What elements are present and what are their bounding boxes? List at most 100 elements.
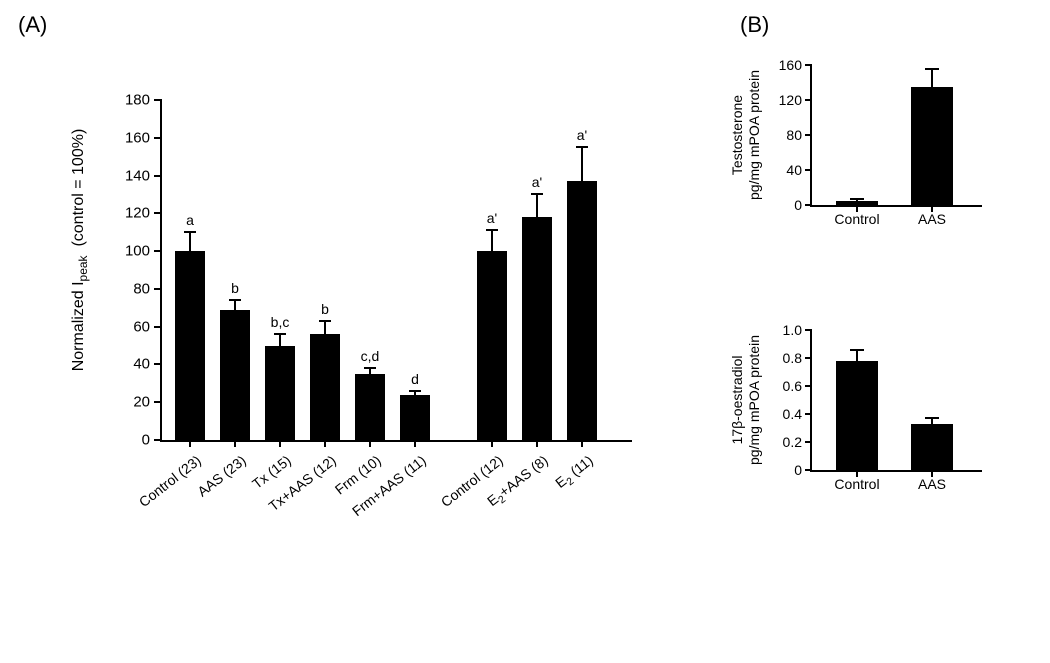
panel-A-errorbar-cap <box>184 231 196 233</box>
panel-A-errorbar-cap <box>409 390 421 392</box>
panel-A-significance-label: d <box>411 371 419 387</box>
panel-A-ytick-label: 0 <box>142 432 150 449</box>
panel-A-significance-label: b <box>321 301 329 317</box>
panel-A-bar <box>310 334 340 440</box>
panel-B-x-category-label: AAS <box>918 476 946 492</box>
panel-A-errorbar <box>324 321 326 334</box>
panel-A-xtick <box>414 440 416 447</box>
panel-B-ytick <box>805 99 812 101</box>
panel-A-ytick-label: 140 <box>125 167 150 184</box>
panel-A-chart: 020406080100120140160180aControl (23)bAA… <box>90 80 650 540</box>
panel-B-x-category-label: AAS <box>918 211 946 227</box>
panel-A-significance-label: b,c <box>271 314 290 330</box>
panel-A-ytick <box>154 326 162 328</box>
panel-A-bar <box>220 310 250 440</box>
panel-A-errorbar <box>279 334 281 345</box>
panel-B-ytick <box>805 441 812 443</box>
panel-B-chart-oestradiol: 00.20.40.60.81.0ControlAAS 17β-oestradio… <box>740 320 1010 520</box>
panel-B-ytick <box>805 357 812 359</box>
panel-A-errorbar-cap <box>486 229 498 231</box>
panel-B-ytick <box>805 64 812 66</box>
panel-B-errorbar <box>931 69 933 87</box>
panel-A-errorbar-cap <box>576 146 588 148</box>
panel-A-ytick-label: 20 <box>133 394 150 411</box>
panel-A-xtick <box>491 440 493 447</box>
panel-A-xtick <box>234 440 236 447</box>
panel-A-errorbar-cap <box>319 320 331 322</box>
panel-B-bar <box>911 424 953 470</box>
panel-B-ytick <box>805 204 812 206</box>
panel-A-xtick <box>369 440 371 447</box>
panel-B-label: (B) <box>740 12 769 38</box>
panel-B-plot-area-0: 04080120160ControlAAS <box>810 65 982 207</box>
panel-B-errorbar-cap <box>850 198 864 200</box>
panel-A-errorbar-cap <box>531 193 543 195</box>
panel-A-x-category-label: Control (23) <box>136 452 204 510</box>
panel-A-ytick <box>154 99 162 101</box>
panel-A-bar <box>355 374 385 440</box>
panel-B-errorbar-cap <box>925 68 939 70</box>
panel-A-significance-label: c,d <box>361 348 380 364</box>
panel-A-xtick <box>279 440 281 447</box>
panel-A-bar <box>175 251 205 440</box>
panel-A-significance-label: a' <box>532 174 542 190</box>
panel-A-ytick <box>154 363 162 365</box>
panel-B-y-axis-label-1: 17β-oestradiolpg/mg mPOA protein <box>729 335 763 465</box>
panel-B-bar <box>911 87 953 205</box>
panel-B-chart-testosterone: 04080120160ControlAAS Testosteronepg/mg … <box>740 55 1010 255</box>
panel-A-ytick-label: 180 <box>125 92 150 109</box>
panel-A-ytick-label: 60 <box>133 318 150 335</box>
panel-B-ytick-label: 160 <box>779 57 802 73</box>
panel-A-significance-label: a <box>186 212 194 228</box>
panel-A-errorbar-cap <box>274 333 286 335</box>
panel-B-y-axis-label-0: Testosteronepg/mg mPOA protein <box>729 70 763 200</box>
panel-B-ytick <box>805 329 812 331</box>
panel-A-ytick <box>154 137 162 139</box>
panel-A-x-category-label: E2 (11) <box>552 452 598 494</box>
panel-A-ytick-label: 100 <box>125 243 150 260</box>
panel-A-ytick <box>154 250 162 252</box>
panel-B-ytick <box>805 134 812 136</box>
panel-A-xtick <box>581 440 583 447</box>
panel-A-ytick <box>154 288 162 290</box>
panel-B-ytick <box>805 469 812 471</box>
panel-B-ytick-label: 0.8 <box>783 350 802 366</box>
panel-A-errorbar-cap <box>229 299 241 301</box>
panel-A-bar <box>522 217 552 440</box>
panel-A-xtick <box>324 440 326 447</box>
panel-A-y-axis-label: Normalized Ipeak (control = 100%) <box>70 129 90 372</box>
panel-A-ytick-label: 40 <box>133 356 150 373</box>
panel-A-bar <box>477 251 507 440</box>
panel-A-xtick <box>189 440 191 447</box>
panel-B-ytick-label: 0.6 <box>783 378 802 394</box>
panel-A-significance-label: a' <box>487 210 497 226</box>
panel-B-ytick-label: 40 <box>786 162 802 178</box>
panel-B-ytick-label: 0.2 <box>783 434 802 450</box>
panel-B-ytick-label: 0 <box>794 197 802 213</box>
panel-B-ytick-label: 1.0 <box>783 322 802 338</box>
panel-B-plot-area-1: 00.20.40.60.81.0ControlAAS <box>810 330 982 472</box>
panel-B-ytick <box>805 169 812 171</box>
figure-root: (A) (B) 020406080100120140160180aControl… <box>0 0 1050 663</box>
panel-A-ytick-label: 160 <box>125 129 150 146</box>
panel-B-x-category-label: Control <box>834 476 879 492</box>
panel-B-errorbar-cap <box>925 417 939 419</box>
panel-A-errorbar <box>189 232 191 251</box>
panel-A-label: (A) <box>18 12 47 38</box>
panel-A-errorbar <box>581 147 583 181</box>
panel-A-x-category-label: AAS (23) <box>194 452 249 500</box>
panel-A-ytick <box>154 175 162 177</box>
panel-A-ytick <box>154 212 162 214</box>
panel-B-ytick <box>805 385 812 387</box>
panel-A-bar <box>400 395 430 440</box>
panel-B-ytick-label: 0.4 <box>783 406 802 422</box>
panel-B-ytick-label: 0 <box>794 462 802 478</box>
panel-A-bar <box>265 346 295 440</box>
panel-A-ytick <box>154 439 162 441</box>
panel-A-xtick <box>536 440 538 447</box>
panel-A-bar <box>567 181 597 440</box>
panel-B-bar <box>836 361 878 470</box>
panel-B-ytick-label: 80 <box>786 127 802 143</box>
panel-B-errorbar <box>856 350 858 361</box>
panel-A-plot-area: 020406080100120140160180aControl (23)bAA… <box>160 100 632 442</box>
